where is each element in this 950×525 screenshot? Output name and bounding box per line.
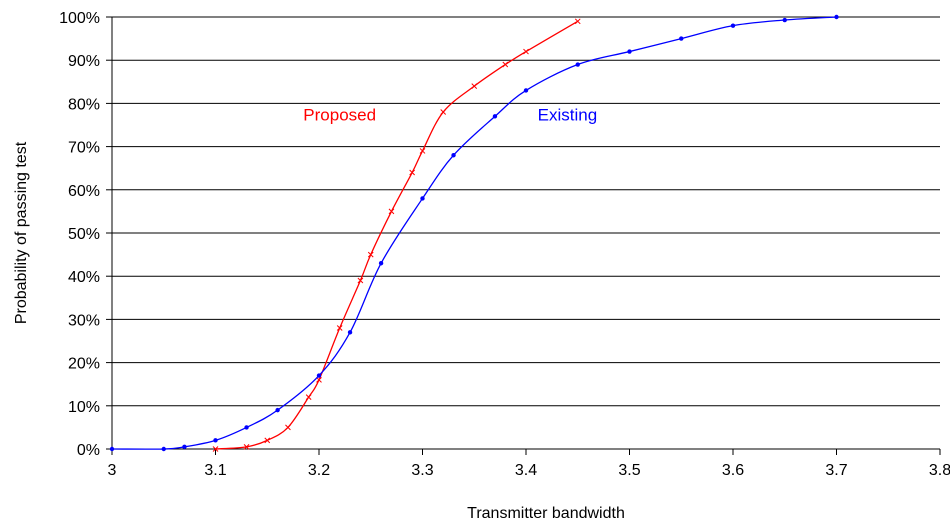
data-point: [275, 407, 280, 413]
y-tick-label: 50%: [68, 226, 100, 243]
x-tick-label: 3.1: [204, 462, 226, 479]
series: [109, 14, 839, 452]
data-point: [730, 23, 736, 28]
x-tick-label: 3.3: [411, 462, 433, 479]
data-point: [316, 373, 322, 378]
y-tick-label: 70%: [68, 140, 100, 157]
y-tick-label: 30%: [68, 312, 100, 329]
y-tick-label: 40%: [68, 269, 100, 286]
data-point: [451, 153, 456, 158]
y-tick-label: 20%: [68, 356, 100, 373]
data-point: [409, 169, 416, 176]
series-label-proposed: Proposed: [303, 106, 376, 125]
data-point: [264, 437, 271, 444]
x-axis-title: Transmitter bandwidth: [467, 505, 625, 522]
y-tick-label: 80%: [68, 96, 100, 113]
data-point: [285, 424, 291, 431]
x-tick-label: 3.2: [308, 462, 330, 479]
x-tick-label: 3.4: [515, 462, 537, 479]
axes: [106, 16, 941, 455]
data-point: [440, 109, 447, 115]
data-point: [492, 114, 498, 119]
data-point: [212, 446, 219, 452]
data-point: [419, 148, 426, 154]
series-label-existing: Existing: [538, 106, 598, 125]
data-point: [336, 325, 343, 331]
data-point: [305, 394, 312, 401]
data-point: [357, 277, 364, 284]
data-point: [388, 208, 395, 215]
y-axis-title: Probability of passing test: [13, 141, 30, 324]
gridlines: [112, 16, 940, 407]
data-point: [627, 49, 632, 54]
data-point: [161, 446, 166, 452]
data-point: [378, 261, 384, 266]
data-point: [367, 251, 374, 258]
x-tick-label: 3.5: [618, 462, 640, 479]
series-proposed: [212, 18, 581, 452]
y-tick-label: 60%: [68, 183, 100, 200]
x-tick-label: 3.8: [929, 462, 950, 479]
data-point: [244, 425, 249, 430]
data-point: [109, 446, 115, 452]
y-tick-label: 10%: [68, 399, 100, 416]
x-tick-label: 3: [108, 462, 117, 479]
data-point: [213, 438, 218, 443]
x-tick-label: 3.6: [722, 462, 744, 479]
data-point: [782, 17, 787, 23]
data-point: [502, 61, 509, 68]
y-tick-labels: 0% 10% 20% 30% 40% 50% 60% 70% 80% 90% 100%: [59, 10, 100, 459]
data-point: [574, 18, 581, 25]
data-point: [679, 36, 684, 41]
data-point: [523, 48, 529, 55]
data-point: [182, 444, 187, 450]
data-point: [347, 330, 353, 335]
x-tick-label: 3.7: [825, 462, 847, 479]
y-tick-label: 0%: [77, 442, 100, 459]
series-line-proposed: [215, 20, 579, 450]
series-existing: [109, 14, 839, 452]
data-point: [523, 88, 529, 93]
series-labels: Proposed Existing: [303, 106, 597, 125]
data-point: [420, 196, 425, 201]
y-tick-label: 90%: [68, 53, 100, 70]
data-point: [575, 62, 580, 67]
data-point: [834, 14, 839, 20]
y-tick-label: 100%: [59, 10, 100, 27]
data-point: [471, 83, 478, 89]
data-point: [243, 443, 250, 450]
x-tick-labels: 3 3.1 3.2 3.3 3.4 3.5 3.6 3.7 3.8: [108, 462, 950, 479]
